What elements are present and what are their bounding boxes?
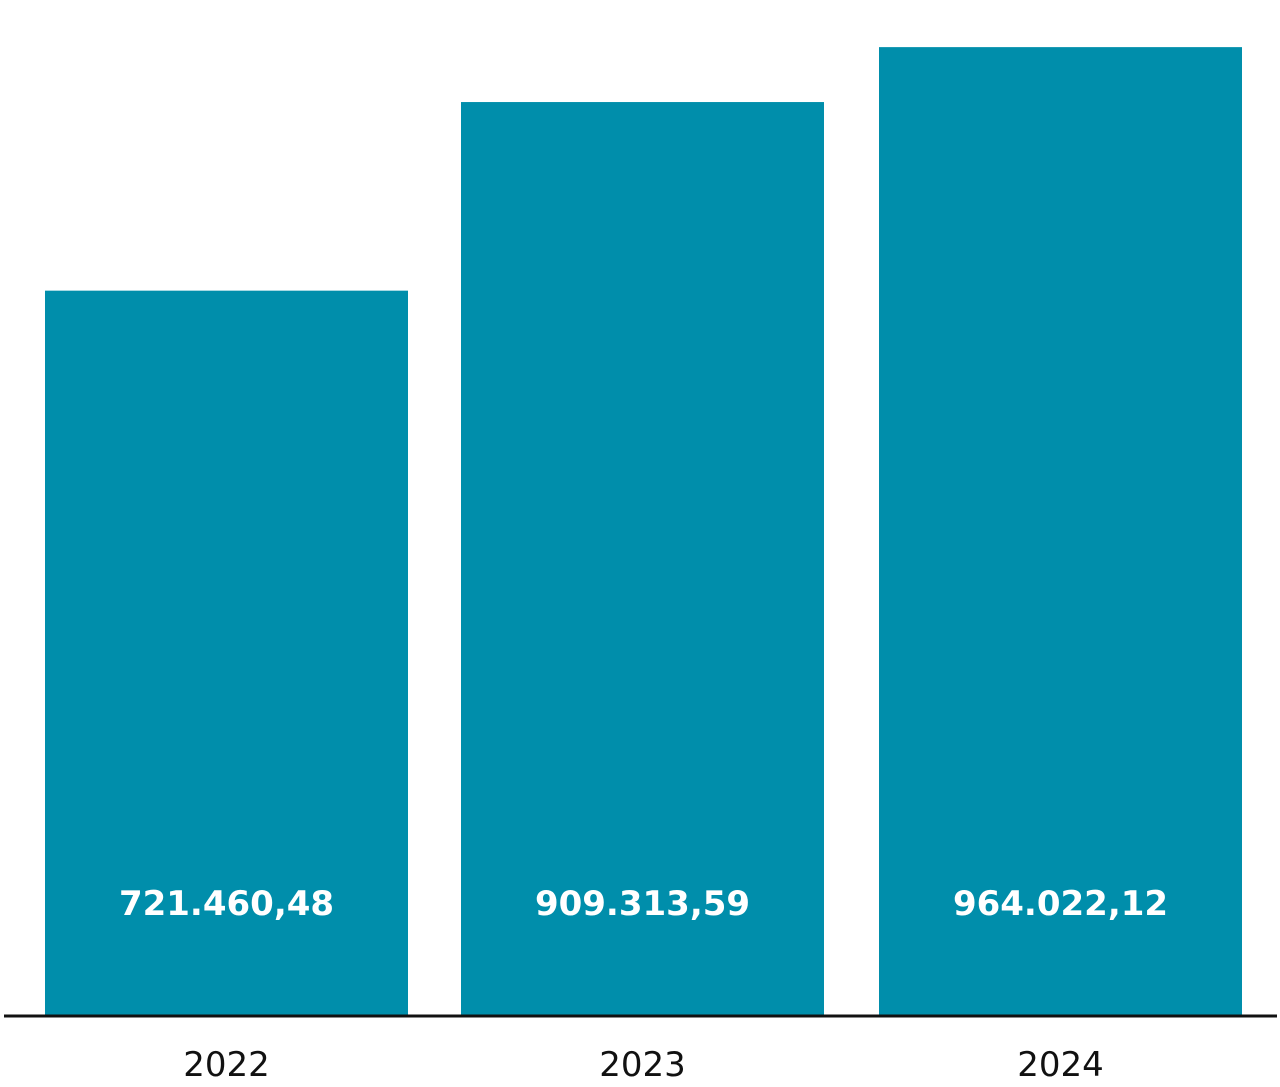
bar-2022 [45,290,408,1015]
value-label-2022: 721.460,48 [119,884,334,924]
bar-2024 [879,47,1242,1016]
value-label-2023: 909.313,59 [535,884,750,924]
x-tick-label-2023: 2023 [599,1045,686,1085]
x-tick-label-2024: 2024 [1017,1045,1104,1085]
bars-group [45,47,1242,1016]
x-tick-label-2022: 2022 [183,1045,270,1085]
x-tick-labels-group: 2022 2023 2024 [183,1045,1104,1085]
value-label-2024: 964.022,12 [953,884,1168,924]
value-labels-group: 721.460,48 909.313,59 964.022,12 [119,884,1168,924]
bar-2023 [461,102,824,1016]
